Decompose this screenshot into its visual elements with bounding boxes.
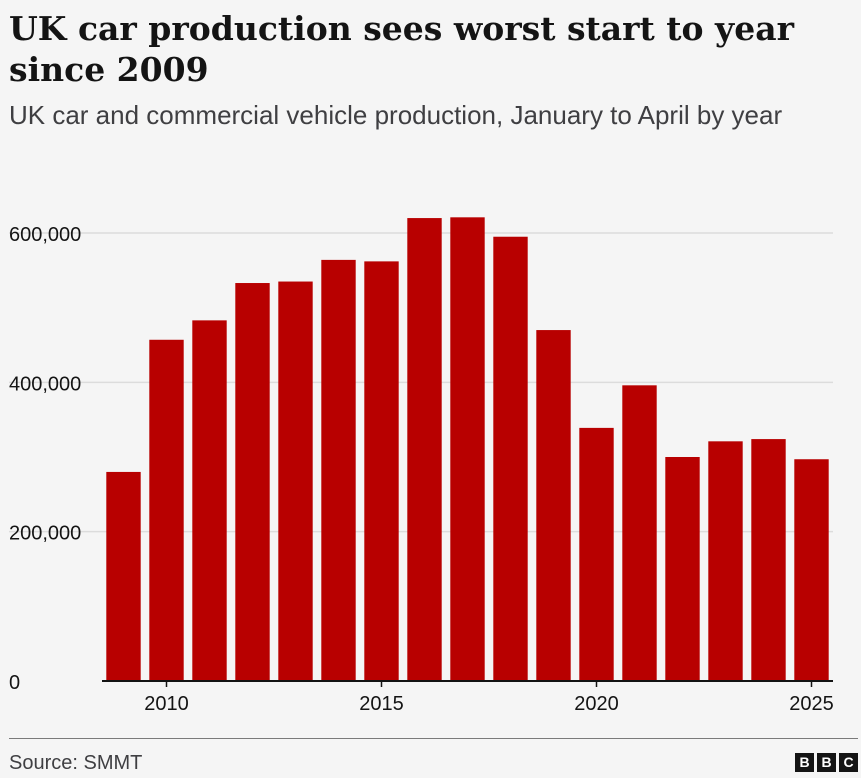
logo-letter: C xyxy=(839,753,858,772)
y-tick-label: 400,000 xyxy=(9,373,81,395)
bar xyxy=(579,427,614,681)
bar xyxy=(536,330,571,681)
y-tick-label: 600,000 xyxy=(9,224,81,246)
bar xyxy=(622,385,657,681)
x-tick-label: 2010 xyxy=(144,693,189,715)
bar xyxy=(450,217,485,681)
bar xyxy=(708,441,743,681)
chart-title: UK car production sees worst start to ye… xyxy=(9,9,794,89)
bar xyxy=(751,439,786,681)
footer-divider xyxy=(9,738,858,739)
chart-subtitle: UK car and commercial vehicle production… xyxy=(9,100,783,130)
bar xyxy=(364,261,399,681)
bar xyxy=(192,320,227,681)
bar xyxy=(278,281,313,681)
bbc-logo: B B C xyxy=(795,753,858,772)
x-tick-label: 2025 xyxy=(789,693,834,715)
bar-chart: 0 200,000 400,000 600,000 2010 2015 2020 2025 xyxy=(9,217,834,715)
x-tick-label: 2020 xyxy=(574,693,619,715)
bar xyxy=(149,339,184,681)
bar xyxy=(794,459,829,681)
y-tick-label: 0 xyxy=(9,672,20,694)
bar xyxy=(235,283,270,681)
bar xyxy=(407,218,442,682)
logo-letter: B xyxy=(817,753,836,772)
bar xyxy=(321,259,356,681)
bar xyxy=(493,236,528,681)
logo-letter: B xyxy=(795,753,814,772)
bar xyxy=(665,457,700,681)
y-tick-label: 200,000 xyxy=(9,523,81,545)
source-note: Source: SMMT xyxy=(9,752,143,774)
x-tick-label: 2015 xyxy=(359,693,404,715)
bar xyxy=(106,471,141,681)
